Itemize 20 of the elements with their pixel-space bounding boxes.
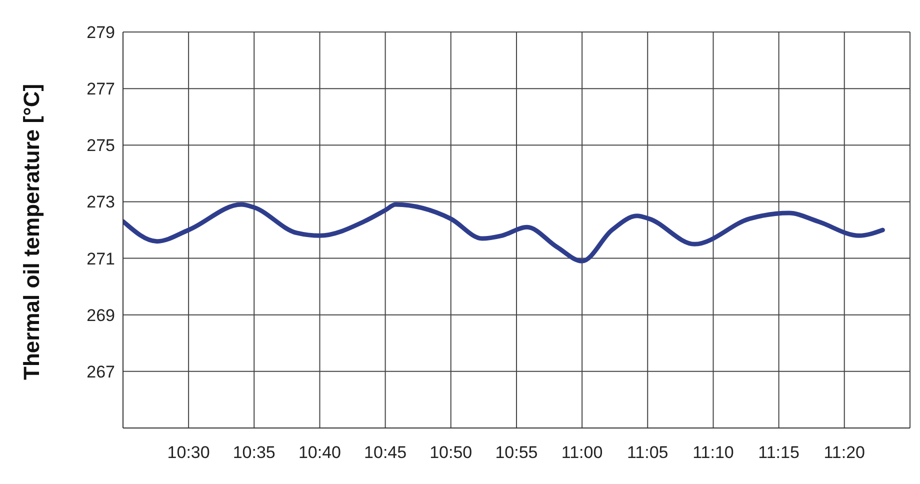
y-tick-label: 279 bbox=[86, 23, 115, 42]
x-tick-label: 11:05 bbox=[626, 443, 668, 462]
x-tick-label: 11:10 bbox=[692, 443, 734, 462]
y-tick-label: 273 bbox=[86, 192, 115, 212]
x-tick-label: 10:40 bbox=[298, 443, 342, 462]
line-series bbox=[123, 202, 885, 264]
x-tick-label: 10:30 bbox=[167, 443, 210, 462]
y-axis-title: Thermal oil temperature [°C] bbox=[18, 84, 44, 380]
x-tick-label: 10:45 bbox=[364, 443, 407, 462]
x-tick-label: 10:50 bbox=[430, 443, 472, 462]
x-tick-label: 11:20 bbox=[824, 443, 866, 462]
x-tick-label: 10:35 bbox=[232, 443, 276, 462]
y-tick-label: 275 bbox=[86, 136, 115, 156]
y-tick-label: 269 bbox=[86, 306, 115, 325]
y-tick-label: 271 bbox=[86, 249, 115, 268]
x-tick-label: 10:55 bbox=[495, 443, 538, 462]
y-tick-label: 267 bbox=[86, 362, 115, 382]
x-tick-label: 11:15 bbox=[758, 443, 800, 462]
x-tick-label: 11:00 bbox=[561, 443, 603, 462]
y-tick-label: 277 bbox=[86, 80, 115, 99]
